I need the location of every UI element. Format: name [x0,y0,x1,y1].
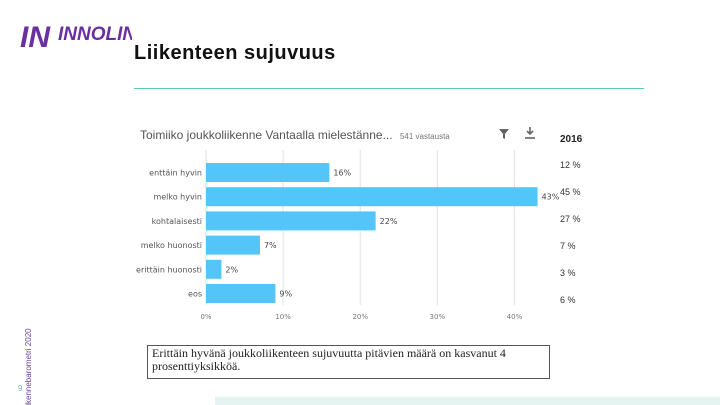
value-label: 9% [279,290,292,299]
value-label: 7% [264,241,277,250]
x-tick-label: 30% [430,313,446,321]
bar [206,211,376,231]
x-tick-label: 40% [507,313,523,321]
bar [206,187,538,207]
category-label: eos [188,290,202,299]
comparison-value: 6 % [560,295,576,305]
bar [206,163,330,182]
value-label: 43% [542,193,560,202]
bar [206,284,276,303]
value-label: 16% [333,169,351,178]
x-tick-label: 20% [352,313,368,321]
footer-bar [215,397,720,405]
chart-title: Toimiiko joukkoliikenne Vantaalla mieles… [140,128,450,142]
comparison-value: 27 % [560,214,581,224]
x-tick-label: 10% [275,313,291,321]
category-label: kohtalaisesti [152,217,202,226]
slide-title: Liikenteen sujuvuus [134,42,336,64]
title-divider [134,88,644,89]
bar [206,259,222,279]
comparison-year-label: 2016 [560,134,583,145]
filter-icon[interactable] [498,128,510,140]
category-label: melko hyvin [153,193,202,202]
x-tick-label: 0% [200,313,211,321]
note-box: Erittäin hyvänä joukkoliikenteen sujuvuu… [147,345,550,379]
category-label: enttäin hyvin [149,169,202,178]
bar [206,235,260,255]
page-number: 9 [18,384,23,393]
chart-title-text: Toimiiko joukkoliikenne Vantaalla mieles… [140,128,393,142]
logo-text: INNOLINK [58,24,132,45]
comparison-value: 3 % [560,268,576,278]
category-label: erittäin huonosti [136,265,202,274]
value-label: 22% [380,217,398,226]
value-label: 2% [225,265,238,274]
innolink-logo: IN INNOLINK [20,21,132,52]
comparison-value: 45 % [560,187,581,197]
download-icon[interactable] [524,126,536,140]
comparison-value: 12 % [560,160,581,170]
logo-text-initials: IN [20,21,51,52]
chart-subtitle: 541 vastausta [399,132,450,141]
category-label: melko huonosti [141,241,202,250]
comparison-value: 7 % [560,241,576,251]
